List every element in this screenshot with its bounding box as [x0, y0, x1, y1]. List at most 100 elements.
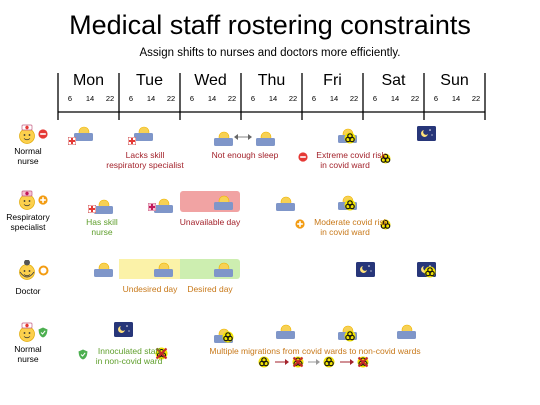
arrow-red-icon: [274, 358, 290, 366]
hour-tick-label: 6: [433, 94, 439, 103]
page-title: Medical staff rostering constraints: [69, 10, 471, 40]
doctor-avatar-icon: [17, 260, 37, 282]
night-shift-icon: [415, 124, 438, 143]
day-shift-icon: [395, 322, 418, 341]
hour-tick-label: 14: [268, 94, 278, 103]
day-shift-icon: [212, 129, 235, 148]
biohazard-crossed-icon: [357, 356, 369, 368]
hour-tick-label: 6: [67, 94, 73, 103]
minus-icon: [298, 152, 308, 162]
note-line: Has skill: [86, 217, 118, 227]
plus-icon: [38, 195, 48, 205]
ring-icon: [38, 265, 49, 276]
hour-tick-label: 22: [288, 94, 298, 103]
day-shift-icon: [132, 124, 155, 143]
nurse-avatar-icon: [17, 322, 37, 344]
hour-tick-label: 6: [250, 94, 256, 103]
hour-tick-label: 22: [166, 94, 176, 103]
specialist-cross-icon: [148, 203, 156, 211]
note-has-skill: Has skill nurse: [72, 217, 132, 237]
day-shift-icon: [152, 196, 175, 215]
note-migrations: Multiple migrations from covid wards to …: [209, 346, 421, 356]
biohazard-icon: [344, 199, 356, 211]
hour-tick-label: 14: [146, 94, 156, 103]
note-moderate-risk: Moderate covid risk in covid ward: [300, 217, 390, 237]
day-shift-icon: [152, 260, 175, 279]
note-innoculated: Innoculated staff in non-covid ward: [84, 346, 174, 366]
nurse-cross-icon: [128, 137, 136, 145]
hour-tick-label: 6: [189, 94, 195, 103]
nurse-avatar-icon: [17, 124, 37, 146]
hour-tick-label: 6: [311, 94, 317, 103]
hour-tick-label: 22: [349, 94, 359, 103]
biohazard-icon: [344, 132, 356, 144]
day-label-mon: Mon: [72, 72, 105, 89]
note-desired-day: Desired day: [187, 284, 233, 294]
day-shift-icon: [212, 260, 235, 279]
biohazard-icon: [380, 153, 391, 164]
note-line: respiratory specialist: [106, 160, 184, 170]
biohazard-icon: [344, 330, 356, 342]
note-unavailable-day: Unavailable day: [179, 217, 241, 227]
double-arrow-icon: [234, 133, 252, 141]
row-label-line2: specialist: [10, 222, 46, 232]
note-lacks-skill: Lacks skill respiratory specialist: [100, 150, 190, 170]
day-label-wed: Wed: [194, 72, 227, 89]
night-shift-icon: [112, 320, 135, 339]
plus-icon: [295, 219, 305, 229]
biohazard-crossed-icon: [292, 356, 304, 368]
row-label-line2: nurse: [17, 354, 39, 364]
day-label-sat: Sat: [381, 72, 406, 89]
hour-tick-label: 6: [128, 94, 134, 103]
shield-icon: [78, 349, 88, 360]
day-shift-icon: [92, 197, 115, 216]
day-shift-icon: [212, 193, 235, 212]
hour-tick-label: 14: [85, 94, 95, 103]
minus-icon: [38, 129, 48, 139]
day-shift-icon: [92, 260, 115, 279]
biohazard-icon: [258, 356, 270, 368]
hour-tick-label: 6: [372, 94, 378, 103]
row-label-line1: Doctor: [15, 286, 41, 296]
row-label-line1: Normal: [14, 146, 42, 156]
day-shift-icon: [72, 124, 95, 143]
note-line: Moderate covid risk: [314, 217, 388, 227]
day-shift-icon: [254, 129, 277, 148]
shield-icon: [38, 327, 48, 338]
note-extreme-risk: Extreme covid risk in covid ward: [300, 150, 390, 170]
hour-tick-label: 22: [105, 94, 115, 103]
biohazard-crossed-icon: [155, 347, 168, 360]
biohazard-icon: [380, 219, 391, 230]
arrow-grey-icon: [307, 358, 321, 366]
night-shift-icon: [354, 260, 377, 279]
biohazard-icon: [222, 331, 234, 343]
day-label-thu: Thu: [257, 72, 286, 89]
note-line: Innoculated staff: [97, 346, 161, 356]
hour-tick-label: 22: [471, 94, 481, 103]
biohazard-icon: [323, 356, 335, 368]
hour-tick-label: 14: [207, 94, 217, 103]
hour-tick-label: 14: [451, 94, 461, 103]
page-subtitle: Assign shifts to nurses and doctors more…: [139, 47, 401, 59]
note-line: in covid ward: [320, 160, 370, 170]
note-line: nurse: [91, 227, 113, 237]
biohazard-icon: [424, 266, 436, 278]
hour-tick-label: 22: [227, 94, 237, 103]
specialist-avatar-icon: [17, 190, 37, 212]
row-label-line2: nurse: [17, 156, 39, 166]
note-line: in covid ward: [320, 227, 370, 237]
row-label-line1: Respiratory: [6, 212, 50, 222]
nurse-cross-icon: [88, 205, 96, 213]
note-line: Extreme covid risk: [316, 150, 386, 160]
note-not-enough-sleep: Not enough sleep: [211, 150, 279, 160]
note-undesired-day: Undesired day: [122, 284, 178, 294]
hour-tick-label: 14: [390, 94, 400, 103]
hour-tick-label: 22: [410, 94, 420, 103]
nurse-cross-icon: [68, 137, 76, 145]
row-label-line1: Normal: [14, 344, 42, 354]
day-shift-icon: [274, 322, 297, 341]
day-label-tue: Tue: [136, 72, 163, 89]
day-shift-icon: [274, 194, 297, 213]
hour-tick-label: 14: [329, 94, 339, 103]
note-line: Lacks skill: [125, 150, 165, 160]
